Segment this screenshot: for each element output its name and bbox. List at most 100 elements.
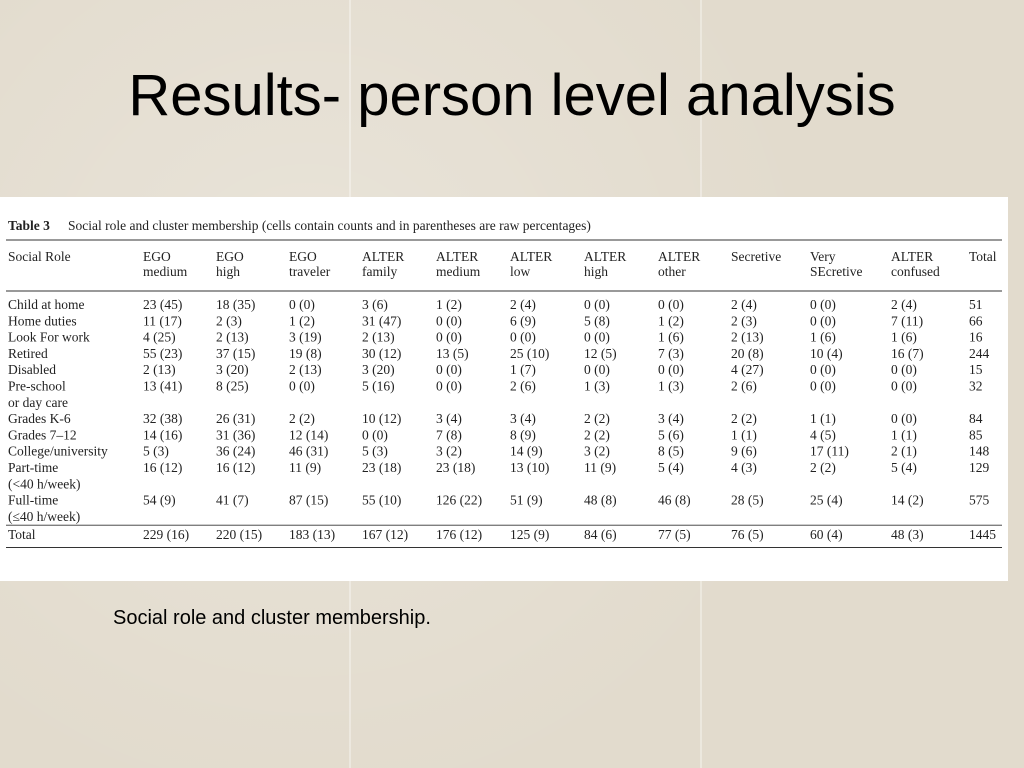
table-cell: 31 (47) xyxy=(362,313,401,328)
header-cell: EGO xyxy=(143,249,171,264)
table-cell: 12 (14) xyxy=(289,427,328,442)
table-cell: 0 (0) xyxy=(584,297,610,312)
table-cell: 3 (19) xyxy=(289,330,322,345)
table-cell: 2 (6) xyxy=(731,379,757,394)
table-cell: 0 (0) xyxy=(289,379,315,394)
table-cell: 36 (24) xyxy=(216,444,255,459)
table-cell: 10 (12) xyxy=(362,411,401,426)
table-cell: 2 (13) xyxy=(362,330,395,345)
row-label: Retired xyxy=(8,346,48,361)
table-background xyxy=(0,197,1008,581)
header-cell: EGO xyxy=(289,249,317,264)
table-cell: 3 (4) xyxy=(510,411,536,426)
table-cell: 3 (20) xyxy=(216,362,249,377)
table-cell: 148 xyxy=(969,444,990,459)
table-cell: 3 (2) xyxy=(436,444,462,459)
table-cell: 0 (0) xyxy=(584,330,610,345)
table-cell: 0 (0) xyxy=(436,313,462,328)
table-cell: 5 (16) xyxy=(362,379,395,394)
table-cell: 2 (2) xyxy=(584,411,610,426)
table-cell: 11 (9) xyxy=(289,460,321,475)
header-cell: Very xyxy=(810,249,836,264)
table-label: Table 3 xyxy=(8,218,50,233)
table-cell: 3 (6) xyxy=(362,297,388,312)
row-label: Child at home xyxy=(8,297,85,312)
table-cell: 32 xyxy=(969,379,983,394)
table-cell: 84 xyxy=(969,411,983,426)
table-cell: 85 xyxy=(969,427,983,442)
table-cell: 25 (10) xyxy=(510,346,549,361)
table-cell: 1 (6) xyxy=(658,330,684,345)
table-cell: 23 (18) xyxy=(362,460,401,475)
row-label: Full-time xyxy=(8,493,58,508)
table-cell: 84 (6) xyxy=(584,527,617,542)
table-cell: 0 (0) xyxy=(436,379,462,394)
table-cell: 2 (4) xyxy=(731,297,757,312)
table-cell: 0 (0) xyxy=(289,297,315,312)
table-cell: 0 (0) xyxy=(510,330,536,345)
table-cell: 9 (6) xyxy=(731,444,757,459)
row-label: Total xyxy=(8,527,36,542)
table-cell: 23 (45) xyxy=(143,297,182,312)
table-cell: 1445 xyxy=(969,527,996,542)
table-cell: 8 (25) xyxy=(216,379,249,394)
header-cell: ALTER xyxy=(891,249,933,264)
table-cell: 7 (3) xyxy=(658,346,684,361)
header-cell: Secretive xyxy=(731,249,781,264)
table-cell: 220 (15) xyxy=(216,527,262,542)
table-cell: 2 (4) xyxy=(510,297,536,312)
table-cell: 0 (0) xyxy=(810,379,836,394)
row-label: Grades K-6 xyxy=(8,411,71,426)
table-cell: 0 (0) xyxy=(436,362,462,377)
table-cell: 244 xyxy=(969,346,990,361)
header-cell: ALTER xyxy=(658,249,700,264)
header-cell: Social Role xyxy=(8,249,71,264)
table-cell: 0 (0) xyxy=(362,427,388,442)
table-cell: 1 (2) xyxy=(436,297,462,312)
table-cell: 16 xyxy=(969,330,983,345)
table-cell: 12 (5) xyxy=(584,346,617,361)
table-cell: 0 (0) xyxy=(584,362,610,377)
table-cell: 1 (2) xyxy=(289,313,315,328)
header-cell: EGO xyxy=(216,249,244,264)
table-cell: 0 (0) xyxy=(810,297,836,312)
table-cell: 51 xyxy=(969,297,983,312)
table-cell: 13 (41) xyxy=(143,379,182,394)
table-cell: 48 (8) xyxy=(584,493,617,508)
table-cell: 1 (3) xyxy=(584,379,610,394)
table-cell: 575 xyxy=(969,493,990,508)
table-cell: 1 (3) xyxy=(658,379,684,394)
table-cell: 19 (8) xyxy=(289,346,322,361)
row-label: Disabled xyxy=(8,362,56,377)
table-cell: 8 (5) xyxy=(658,444,684,459)
table-cell: 0 (0) xyxy=(436,330,462,345)
table-cell: 4 (5) xyxy=(810,427,836,442)
table-cell: 3 (4) xyxy=(436,411,462,426)
table-cell: 15 xyxy=(969,362,983,377)
table-description: Social role and cluster membership (cell… xyxy=(68,218,591,233)
row-label: (≤40 h/week) xyxy=(8,509,80,524)
table-cell: 4 (25) xyxy=(143,330,176,345)
table-cell: 25 (4) xyxy=(810,493,843,508)
table-cell: 66 xyxy=(969,313,983,328)
table-cell: 0 (0) xyxy=(658,297,684,312)
row-label: (<40 h/week) xyxy=(8,476,80,491)
table-cell: 8 (9) xyxy=(510,427,536,442)
table-cell: 3 (4) xyxy=(658,411,684,426)
table-cell: 0 (0) xyxy=(891,362,917,377)
table-cell: 0 (0) xyxy=(891,379,917,394)
table-cell: 4 (27) xyxy=(731,362,764,377)
header-cell: high xyxy=(584,264,608,279)
table-cell: 11 (9) xyxy=(584,460,616,475)
table-cell: 26 (31) xyxy=(216,411,255,426)
table-cell: 3 (2) xyxy=(584,444,610,459)
table-cell: 2 (3) xyxy=(216,313,242,328)
slide-title: Results- person level analysis xyxy=(128,63,896,128)
row-label: or day care xyxy=(8,395,68,410)
table-cell: 176 (12) xyxy=(436,527,482,542)
row-label: Part-time xyxy=(8,460,58,475)
table-cell: 5 (8) xyxy=(584,313,610,328)
row-label: Look For work xyxy=(8,330,90,345)
table-cell: 54 (9) xyxy=(143,493,176,508)
table-cell: 17 (11) xyxy=(810,444,849,459)
